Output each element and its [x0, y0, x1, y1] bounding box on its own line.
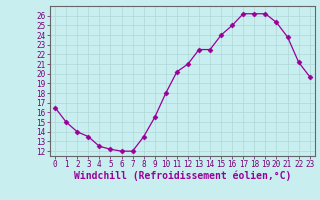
X-axis label: Windchill (Refroidissement éolien,°C): Windchill (Refroidissement éolien,°C)	[74, 171, 291, 181]
